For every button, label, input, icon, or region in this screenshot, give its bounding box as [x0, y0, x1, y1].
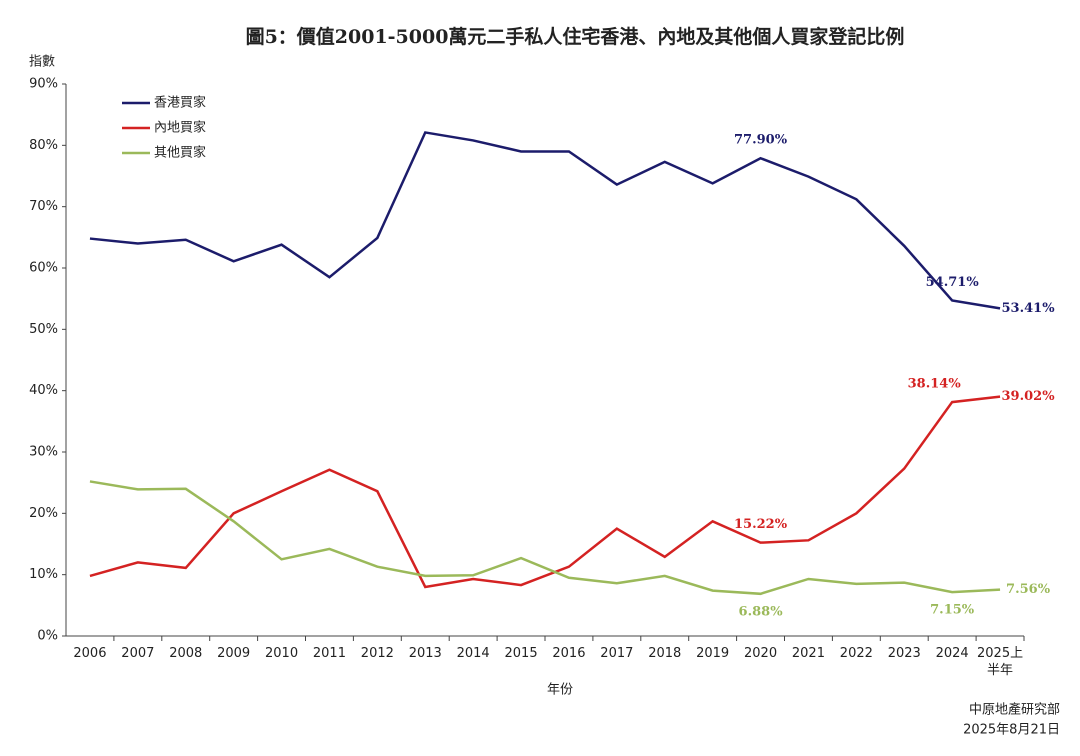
value-label: 77.90% [734, 133, 788, 148]
y-tick-label: 90% [29, 77, 58, 92]
y-tick-label: 0% [37, 629, 58, 644]
x-tick-label: 2023 [887, 646, 921, 661]
x-tick-label: 2008 [169, 646, 203, 661]
y-tick-label: 10% [29, 567, 58, 582]
x-tick-label: 2010 [265, 646, 299, 661]
value-label: 53.41% [1002, 301, 1056, 316]
date: 2025年8月21日 [963, 723, 1060, 738]
x-tick-label: 2015 [504, 646, 538, 661]
value-label: 15.22% [734, 517, 788, 532]
y-tick-label: 30% [29, 445, 58, 460]
y-tick-label: 20% [29, 506, 58, 521]
value-label: 7.15% [930, 603, 975, 618]
value-label: 6.88% [739, 604, 784, 619]
x-tick-label: 2017 [600, 646, 634, 661]
y-tick-label: 70% [29, 199, 58, 214]
x-tick-label: 2022 [839, 646, 873, 661]
x-tick-label: 2021 [791, 646, 825, 661]
series-line [89, 131, 1001, 310]
x-axis-label: 年份 [547, 683, 573, 698]
value-label: 38.14% [908, 377, 962, 392]
value-label: 39.02% [1002, 389, 1056, 404]
legend-label: 內地買家 [154, 120, 206, 136]
legend-label: 其他買家 [154, 145, 206, 161]
x-tick-label: 2019 [696, 646, 730, 661]
y-tick-label: 40% [29, 383, 58, 398]
x-tick-label: 2007 [121, 646, 155, 661]
series-line [89, 480, 1001, 596]
x-tick-label: 2011 [312, 646, 346, 661]
series-line [89, 395, 1001, 589]
x-tick-label: 2012 [360, 646, 394, 661]
x-tick-label: 2018 [648, 646, 682, 661]
y-axis-label: 指數 [29, 55, 55, 70]
chart-title: 圖5：價值2001-5000萬元二手私人住宅香港、內地及其他個人買家登記比例 [246, 25, 905, 48]
x-tick-label: 2014 [456, 646, 490, 661]
x-tick-label: 2013 [408, 646, 442, 661]
x-tick-label: 2016 [552, 646, 586, 661]
x-tick-label: 2006 [73, 646, 107, 661]
source: 中原地產研究部 [969, 702, 1060, 718]
y-tick-label: 80% [29, 138, 58, 153]
x-tick-label: 2009 [217, 646, 251, 661]
x-tick-label: 2025上 半年 [977, 646, 1024, 678]
x-tick-label: 2024 [935, 646, 969, 661]
y-tick-label: 60% [29, 261, 58, 276]
x-tick-label: 2020 [744, 646, 778, 661]
legend-label: 香港買家 [154, 95, 206, 111]
value-label: 54.71% [926, 275, 980, 290]
value-label: 7.56% [1006, 582, 1051, 597]
y-tick-label: 50% [29, 322, 58, 337]
